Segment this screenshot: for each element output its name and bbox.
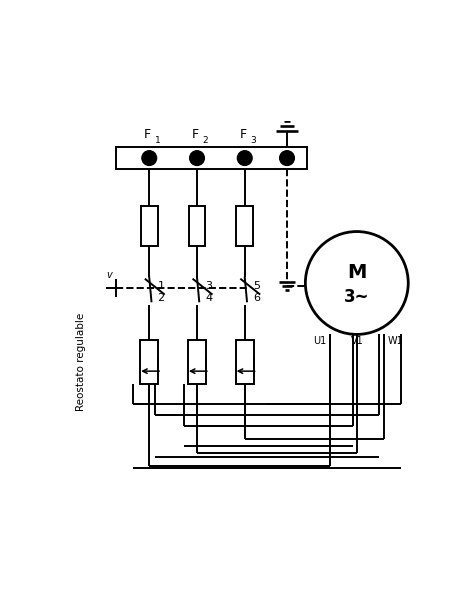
Text: 2: 2 [157,293,164,303]
Bar [237,206,253,246]
Text: 6: 6 [253,293,260,303]
Bar [189,206,205,246]
Bar [140,340,158,384]
Text: M: M [347,263,366,282]
Text: 1: 1 [157,281,164,291]
Circle shape [280,151,294,165]
Bar [116,147,307,169]
Text: 3: 3 [250,137,256,145]
Circle shape [142,151,156,165]
Text: Reostato regulable: Reostato regulable [76,313,86,411]
Bar [236,340,254,384]
Text: 1: 1 [155,137,161,145]
Text: 3~: 3~ [344,288,370,306]
Text: 5: 5 [253,281,260,291]
Circle shape [237,151,252,165]
Text: U1: U1 [313,336,327,346]
Bar [188,340,206,384]
Text: F: F [192,128,199,141]
Text: 4: 4 [205,293,212,303]
Circle shape [190,151,204,165]
Text: W1: W1 [387,336,403,346]
Text: v: v [107,271,112,280]
Text: 2: 2 [203,137,208,145]
Text: F: F [144,128,151,141]
Text: 3: 3 [205,281,212,291]
Text: F: F [240,128,247,141]
Circle shape [305,231,408,335]
Bar [141,206,158,246]
Text: V1: V1 [350,336,363,346]
